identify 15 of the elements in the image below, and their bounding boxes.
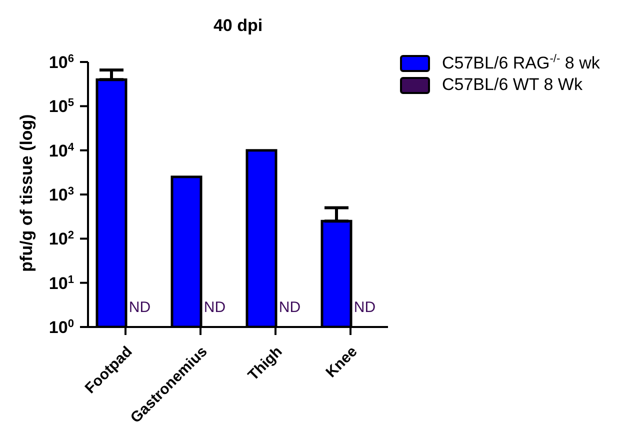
text: ND [128, 299, 151, 316]
legend-label: C57BL/6 RAG$^{-/-}$ 8 wk [442, 52, 600, 72]
y-tick-label: 10$^{3}$ [48, 186, 74, 204]
text: ND [278, 299, 301, 316]
y-tick-label: 10$^{5}$ [48, 97, 74, 116]
text: ND [204, 299, 226, 316]
y-tick-label: 10$^{0}$ [48, 318, 74, 337]
y-tick-label: 10$^{6}$ [48, 53, 74, 72]
y-axis-title: pfu/g of tissue (log) [17, 114, 36, 272]
legend-label: C57BL/6 WT 8 Wk [442, 75, 582, 94]
chart-title: 40 dpi [213, 16, 263, 35]
y-tick-label: 10$^{2}$ [48, 230, 74, 249]
y-tick-label: 10$^{1}$ [48, 274, 74, 293]
y-tick-label: 10$^{4}$ [48, 141, 75, 160]
text: ND [354, 299, 376, 316]
